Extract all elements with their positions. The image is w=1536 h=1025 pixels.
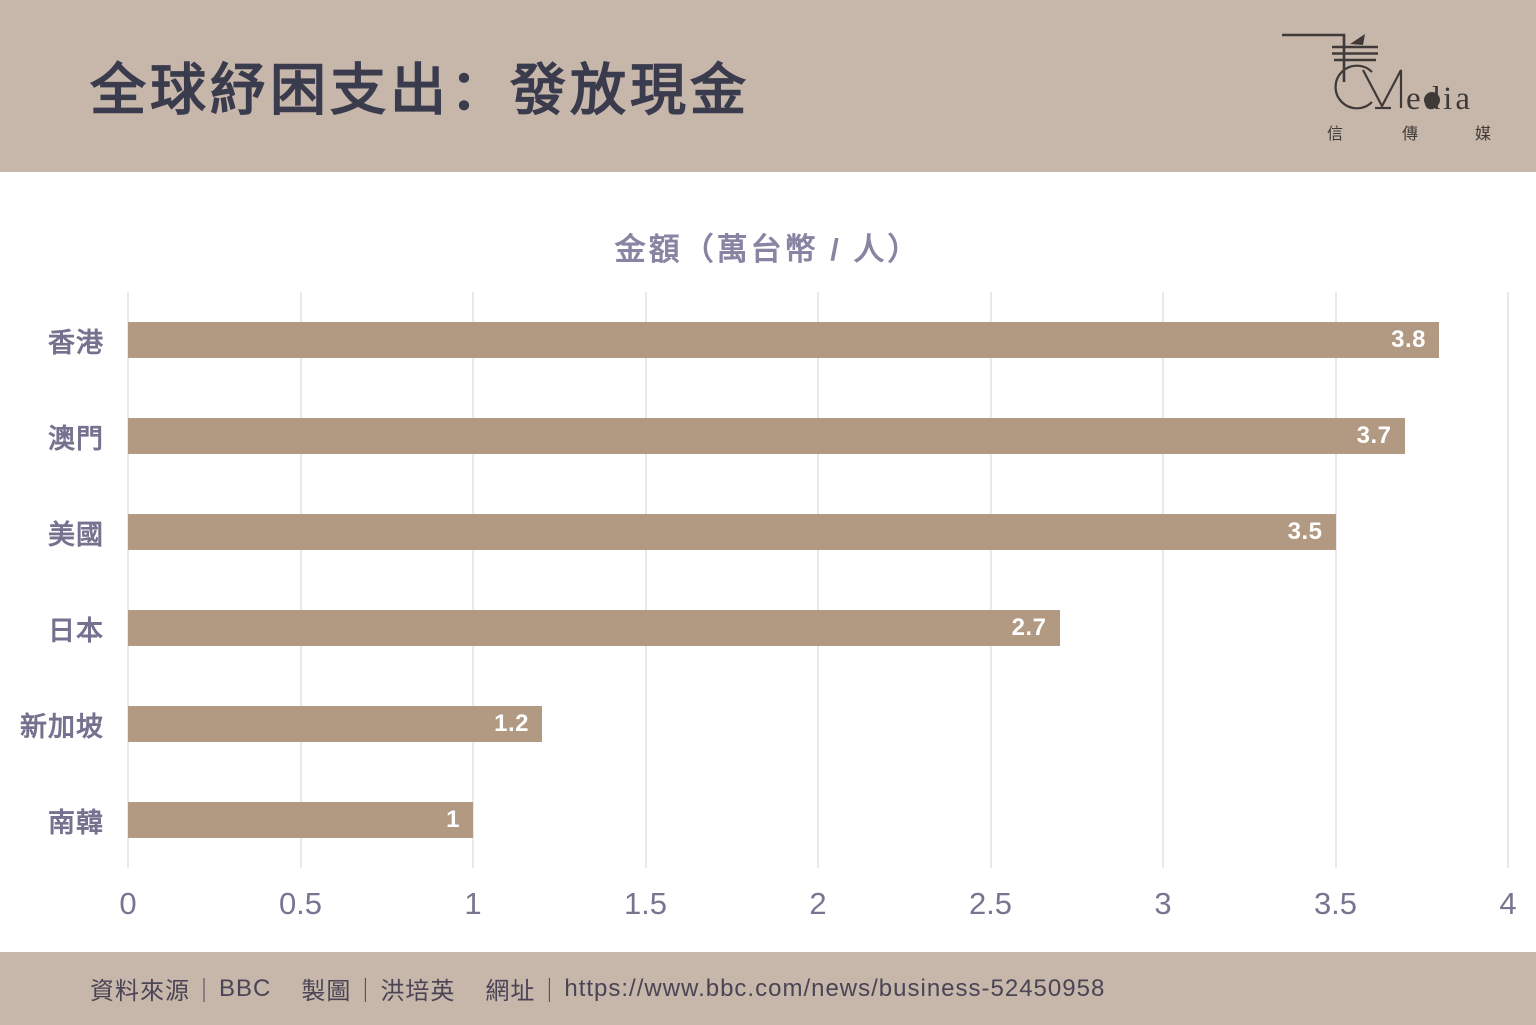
cmedia-logo-icon: edia 信 傳 媒 (1282, 33, 1491, 143)
x-tick-label: 1.5 (623, 886, 668, 921)
bar-row: 3.8 (128, 292, 1508, 388)
x-tick-label: 3 (1154, 886, 1172, 921)
bar-value-label: 3.5 (1287, 518, 1323, 545)
author-value: 洪培英 (380, 978, 456, 1005)
author-label: 製圖 (301, 978, 352, 1005)
gridline (989, 292, 992, 868)
page-title: 全球紓困支出：發放現金 (90, 58, 750, 122)
gridline (127, 292, 129, 868)
gridline (817, 292, 819, 868)
x-tick-label: 1 (464, 886, 482, 921)
category-label: 澳門 (48, 423, 104, 454)
separator: ｜ (537, 978, 563, 1005)
svg-text:媒: 媒 (1475, 125, 1491, 143)
gridline (299, 292, 302, 868)
bar-value-label: 1.2 (494, 710, 529, 737)
source-url: https://www.bbc.com/news/business-524509… (564, 974, 1106, 1002)
category-label: 新加坡 (20, 711, 104, 742)
bar-美國: 3.5 (128, 514, 1336, 550)
x-tick-label: 3.5 (1313, 886, 1358, 921)
bar-value-label: 1 (446, 806, 460, 833)
category-axis: 香港澳門美國日本新加坡南韓 (0, 292, 104, 868)
x-tick-label: 0 (119, 886, 137, 921)
bar-澳門: 3.7 (128, 418, 1405, 454)
url-label: 網址 (485, 978, 536, 1005)
bar-日本: 2.7 (128, 610, 1060, 646)
bar-row: 1 (128, 772, 1508, 868)
chart-title: 金額（萬台幣 / 人） (614, 232, 922, 267)
x-tick-label: 0.5 (278, 886, 323, 921)
svg-text:傳: 傳 (1402, 125, 1418, 143)
gridline (1507, 292, 1509, 868)
footer-band: 資料來源｜ BBC 製圖｜洪培英 網址｜ https://www.bbc.com/n… (0, 952, 1536, 1025)
source-label: 資料來源 (90, 978, 190, 1005)
bar-香港: 3.8 (128, 322, 1439, 358)
separator: ｜ (192, 978, 217, 1005)
bar-value-label: 2.7 (1011, 614, 1047, 641)
x-axis: 0 0.5 1 1.5 2 2.5 3 3.5 4 (119, 886, 1516, 930)
category-label: 南韓 (48, 807, 104, 838)
svg-text:edia: edia (1406, 81, 1473, 117)
bar-南韓: 1 (128, 802, 473, 838)
bar-row: 3.7 (128, 388, 1508, 484)
category-label: 香港 (48, 327, 104, 358)
gridline (1334, 292, 1337, 868)
bar-row: 2.7 (128, 580, 1508, 676)
bar-row: 1.2 (128, 676, 1508, 772)
gridline (472, 292, 474, 868)
x-tick-label: 2.5 (968, 886, 1013, 921)
cmedia-logo: edia 信 傳 媒 (1278, 32, 1496, 144)
separator: ｜ (353, 978, 379, 1005)
bar-value-label: 3.7 (1356, 422, 1392, 449)
footer-credits: 資料來源｜ BBC 製圖｜洪培英 網址｜ https://www.bbc.com/n… (90, 971, 1105, 1006)
gridline (1162, 292, 1164, 868)
category-label: 美國 (48, 519, 104, 550)
bar-value-label: 3.8 (1391, 326, 1426, 353)
source-value: BBC (219, 974, 272, 1002)
x-tick-label: 4 (1499, 886, 1517, 921)
x-tick-label: 2 (809, 886, 827, 921)
category-label: 日本 (48, 615, 104, 646)
header-band: 全球紓困支出：發放現金 (0, 0, 1536, 172)
bar-新加坡: 1.2 (128, 706, 542, 742)
svg-text:信: 信 (1327, 125, 1343, 143)
gridline (644, 292, 647, 868)
bar-row: 3.5 (128, 484, 1508, 580)
bar-chart-plot: 3.8 3.7 3.5 2.7 1.2 1 (127, 292, 1509, 868)
